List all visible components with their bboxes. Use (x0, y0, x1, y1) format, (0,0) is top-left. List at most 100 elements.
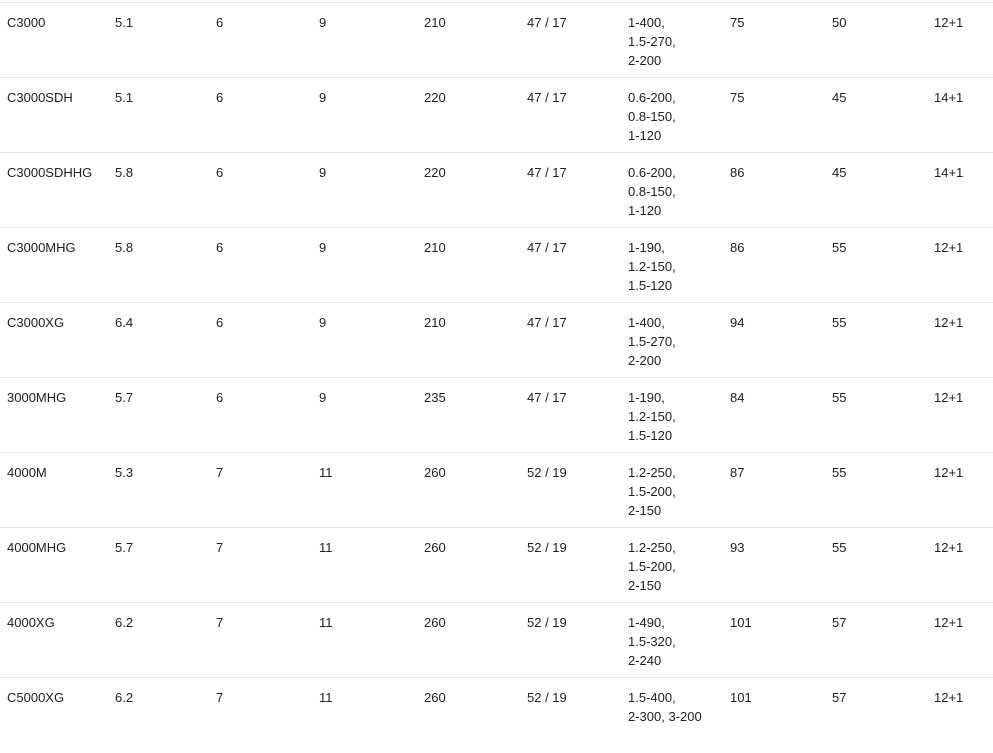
table-row: C3000 5.1 6 9 210 47 / 17 1-400, 1.5-270,… (0, 2, 993, 78)
table-row: 4000XG 6.2 7 11 260 52 / 19 1-490, 1.5-32… (0, 602, 993, 678)
model-cell: C3000SDH (0, 77, 108, 153)
value-cell: 210 (417, 227, 520, 303)
gear-ratio-cell: 5.1 (108, 77, 209, 153)
value-cell: 9 (312, 2, 417, 78)
cell-line: 0.8-150, (628, 109, 676, 124)
gear-ratio-cell: 5.8 (108, 227, 209, 303)
value-cell: 12+1 (927, 227, 993, 303)
value-cell: 14+1 (927, 152, 993, 228)
cell-line: 1-400, (628, 315, 665, 330)
value-cell: 52 / 19 (520, 677, 621, 753)
cell-line: 1-120 (628, 203, 662, 218)
table-row: 4000M 5.3 7 11 260 52 / 19 1.2-250, 1.5-2… (0, 452, 993, 528)
model-cell: C3000SDHHG (0, 152, 108, 228)
cell-line: 0.8-150, (628, 184, 676, 199)
value-cell: 12+1 (927, 2, 993, 78)
line-capacity-cell: 1-190, 1.2-150, 1.5-120 (621, 227, 723, 303)
value-cell: 57 (825, 602, 927, 678)
value-cell: 235 (417, 377, 520, 453)
cell-line: 1.5-200, (628, 559, 676, 574)
value-cell: 9 (312, 377, 417, 453)
value-cell: 6 (209, 77, 312, 153)
gear-ratio-cell: 5.1 (108, 2, 209, 78)
cell-line: 1.2-250, (628, 540, 676, 555)
value-cell: 52 / 19 (520, 527, 621, 603)
cell-line: 1-490, (628, 615, 665, 630)
value-cell: 12+1 (927, 602, 993, 678)
cell-line: 2-150 (628, 503, 662, 518)
line-capacity-cell: 1-190, 1.2-150, 1.5-120 (621, 377, 723, 453)
value-cell: 6 (209, 302, 312, 378)
cell-line: 1.5-120 (628, 428, 673, 443)
model-cell: 3000MHG (0, 377, 108, 453)
value-cell: 260 (417, 527, 520, 603)
value-cell: 260 (417, 602, 520, 678)
value-cell: 6 (209, 377, 312, 453)
cell-line: 2-240 (628, 653, 662, 668)
cell-line: 2-200 (628, 53, 662, 68)
value-cell: 12+1 (927, 527, 993, 603)
gear-ratio-cell: 6.2 (108, 602, 209, 678)
value-cell: 94 (723, 302, 825, 378)
value-cell: 7 (209, 602, 312, 678)
value-cell: 12+1 (927, 377, 993, 453)
line-capacity-cell: 0.6-200, 0.8-150, 1-120 (621, 152, 723, 228)
value-cell: 12+1 (927, 677, 993, 753)
value-cell: 11 (312, 677, 417, 753)
value-cell: 220 (417, 77, 520, 153)
value-cell: 45 (825, 77, 927, 153)
cell-line: 1.5-120 (628, 278, 673, 293)
value-cell: 11 (312, 452, 417, 528)
value-cell: 7 (209, 452, 312, 528)
model-cell: 4000XG (0, 602, 108, 678)
gear-ratio-cell: 6.2 (108, 677, 209, 753)
model-cell: 4000M (0, 452, 108, 528)
value-cell: 75 (723, 2, 825, 78)
line-capacity-cell: 1.5-400, 2-300, 3-200 (621, 677, 723, 753)
value-cell: 101 (723, 602, 825, 678)
value-cell: 260 (417, 677, 520, 753)
cell-line: 1.5-320, (628, 634, 676, 649)
value-cell: 55 (825, 302, 927, 378)
cell-line: 1-400, (628, 15, 665, 30)
cell-line: 2-150 (628, 578, 662, 593)
cell-line: 1.2-250, (628, 465, 676, 480)
value-cell: 47 / 17 (520, 227, 621, 303)
table-row: C3000XG 6.4 6 9 210 47 / 17 1-400, 1.5-27… (0, 302, 993, 378)
table-row: C3000MHG 5.8 6 9 210 47 / 17 1-190, 1.2-1… (0, 227, 993, 303)
value-cell: 55 (825, 377, 927, 453)
gear-ratio-cell: 5.8 (108, 152, 209, 228)
table-row: 3000MHG 5.7 6 9 235 47 / 17 1-190, 1.2-15… (0, 377, 993, 453)
gear-ratio-cell: 6.4 (108, 302, 209, 378)
line-capacity-cell: 1-490, 1.5-320, 2-240 (621, 602, 723, 678)
cell-line: 1.5-270, (628, 334, 676, 349)
value-cell: 6 (209, 152, 312, 228)
table-row: C3000SDH 5.1 6 9 220 47 / 17 0.6-200, 0.8… (0, 77, 993, 153)
table-row: C3000SDHHG 5.8 6 9 220 47 / 17 0.6-200, 0… (0, 152, 993, 228)
model-cell: 4000MHG (0, 527, 108, 603)
value-cell: 9 (312, 152, 417, 228)
value-cell: 210 (417, 2, 520, 78)
value-cell: 6 (209, 2, 312, 78)
value-cell: 9 (312, 77, 417, 153)
value-cell: 52 / 19 (520, 602, 621, 678)
cell-line: 1.2-150, (628, 409, 676, 424)
cell-line: 2-300, 3-200 (628, 709, 702, 724)
cell-line: 1-120 (628, 128, 662, 143)
value-cell: 47 / 17 (520, 377, 621, 453)
value-cell: 14+1 (927, 77, 993, 153)
value-cell: 9 (312, 302, 417, 378)
value-cell: 47 / 17 (520, 152, 621, 228)
line-capacity-cell: 0.6-200, 0.8-150, 1-120 (621, 77, 723, 153)
value-cell: 50 (825, 2, 927, 78)
model-cell: C3000XG (0, 302, 108, 378)
value-cell: 86 (723, 227, 825, 303)
value-cell: 11 (312, 527, 417, 603)
value-cell: 220 (417, 152, 520, 228)
cell-line: 0.6-200, (628, 165, 676, 180)
value-cell: 260 (417, 452, 520, 528)
gear-ratio-cell: 5.3 (108, 452, 209, 528)
gear-ratio-cell: 5.7 (108, 527, 209, 603)
table-row: C5000XG 6.2 7 11 260 52 / 19 1.5-400, 2-3… (0, 677, 993, 753)
